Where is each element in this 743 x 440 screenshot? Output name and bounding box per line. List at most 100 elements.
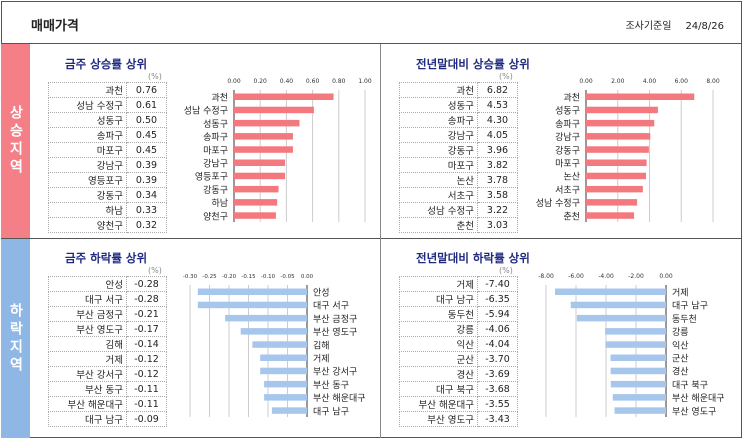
bar <box>264 394 307 401</box>
category-label: 영등포구 <box>195 172 228 183</box>
bar <box>234 93 334 100</box>
tick-label: -6.00 <box>568 273 584 280</box>
table-row: 김해 -0.14 <box>48 336 167 352</box>
category-label: 성동구 <box>555 106 580 117</box>
tick-label: -0.20 <box>222 274 237 280</box>
ranking-table: 과천 0.76 성남 수정구 0.61 성동구 0.50 송파구 0.45 마포구 0.45 강남구… <box>48 82 167 233</box>
category-label: 부산 영도구 <box>313 327 357 338</box>
table-row: 경산 -3.69 <box>399 366 518 382</box>
table-row: 성동구 4.53 <box>399 97 518 113</box>
category-label: 김해 <box>313 339 330 351</box>
table-row: 영등포구 0.39 <box>48 172 167 188</box>
category-label: 부산 영도구 <box>672 406 716 417</box>
table-row: 부산 강서구 -0.12 <box>48 366 167 382</box>
bar <box>586 106 658 114</box>
rate-value: -0.09 <box>126 411 167 427</box>
rate-value: 3.03 <box>477 217 518 233</box>
unit-label: (%) <box>499 266 513 275</box>
section-divider <box>30 238 742 239</box>
table-row: 성동구 0.50 <box>48 112 167 128</box>
category-label: 강남구 <box>203 159 228 170</box>
category-label: 대구 북구 <box>672 380 708 391</box>
category-label: 마포구 <box>203 145 228 156</box>
bar <box>605 328 666 335</box>
category-label: 부산 동구 <box>313 380 349 391</box>
bar <box>586 159 647 166</box>
region-name: 춘천 <box>399 217 478 233</box>
bar-chart: 0.00 2.00 4.00 6.00 8.00 과천성동구송파구강남구강동구마포구논산서… <box>536 78 720 222</box>
tick-label: 6.00 <box>675 78 689 85</box>
table-row: 춘천 3.03 <box>399 217 518 233</box>
tick-label: -4.00 <box>598 273 614 280</box>
bar <box>260 354 307 361</box>
category-label: 강릉 <box>672 327 689 338</box>
bar <box>271 407 307 414</box>
unit-label: (%) <box>499 72 513 81</box>
table-row: 강릉 -4.06 <box>399 321 518 337</box>
bar <box>610 367 666 375</box>
bar <box>586 172 647 180</box>
tick-label: 2.00 <box>611 78 625 85</box>
tick-label: -0.05 <box>280 274 295 280</box>
bar <box>240 328 307 335</box>
tick-label: 0.00 <box>579 78 593 85</box>
table-row: 부산 영도구 -3.43 <box>399 411 518 427</box>
table-row: 부산 영도구 -0.17 <box>48 321 167 337</box>
rate-value: -3.55 <box>477 396 518 412</box>
table-row: 강동구 0.34 <box>48 187 167 203</box>
bar <box>586 133 651 140</box>
category-label: 부산 금정구 <box>313 314 357 325</box>
bar <box>234 172 286 180</box>
bar <box>197 301 307 309</box>
rate-value: 0.45 <box>126 127 167 143</box>
bar <box>586 212 635 219</box>
survey-date-value: 24/8/26 <box>685 21 724 32</box>
ranking-table: 안성 -0.28 대구 서구 -0.28 부산 금정구 -0.21 부산 영도구 -0.17 김… <box>48 276 167 427</box>
unit-label: (%) <box>148 72 162 81</box>
table-row: 동두천 -5.94 <box>399 306 518 322</box>
table-row: 부산 해운대구 -3.55 <box>399 396 518 412</box>
bar <box>586 146 649 153</box>
bar <box>610 354 666 361</box>
category-label: 송파구 <box>555 119 580 130</box>
header: 매매가격 조사기준일 24/8/26 <box>1 1 742 44</box>
category-label: 양천구 <box>203 211 228 222</box>
bar <box>234 133 293 140</box>
category-label: 안성 <box>313 288 330 299</box>
category-label: 거제 <box>313 354 330 365</box>
category-label: 거제 <box>672 288 689 299</box>
bar <box>234 146 293 153</box>
bar <box>234 106 314 114</box>
table-row: 마포구 0.45 <box>48 142 167 158</box>
category-label: 서초구 <box>555 185 580 196</box>
bar <box>610 380 666 388</box>
category-label: 익산 <box>672 339 689 351</box>
survey-date-label: 조사기준일 <box>625 21 672 32</box>
tick-label: 0.40 <box>280 78 294 85</box>
bar <box>252 341 307 348</box>
section-label-up: 상승지역 <box>1 44 30 238</box>
bar <box>576 314 666 322</box>
bar <box>586 199 638 206</box>
table-row: 대구 남구 -6.35 <box>399 291 518 307</box>
table-row: 양천구 0.32 <box>48 217 167 233</box>
bar <box>570 301 666 309</box>
bar <box>225 314 307 322</box>
bar <box>586 185 643 193</box>
category-label: 군산 <box>672 354 689 365</box>
chart-title: 금주 하락률 상위 <box>65 251 148 265</box>
bar <box>234 199 278 206</box>
bar <box>234 159 286 166</box>
table-row: 강남구 4.05 <box>399 127 518 143</box>
unit-label: (%) <box>148 266 162 275</box>
category-label: 하남 <box>211 198 228 209</box>
rate-value: -3.43 <box>477 411 518 427</box>
tick-label: 0.20 <box>254 78 268 85</box>
table-row: 익산 -4.04 <box>399 336 518 352</box>
bar <box>586 93 695 100</box>
page-title: 매매가격 <box>31 19 79 34</box>
table-row: 대구 남구 -0.09 <box>48 411 167 427</box>
bar <box>234 212 276 219</box>
category-label: 대구 남구 <box>672 301 708 312</box>
category-label: 성남 수정구 <box>536 198 580 209</box>
